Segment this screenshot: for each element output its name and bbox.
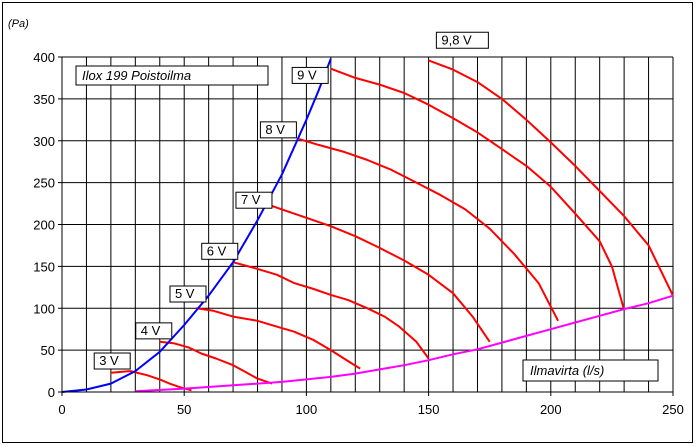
x-tick-label: 150 (418, 402, 440, 417)
curve-label-text: 4 V (141, 323, 161, 338)
curve-label-text: 5 V (175, 286, 195, 301)
series-line (428, 59, 674, 297)
curve-label: 9 V (291, 66, 329, 84)
x-tick-label: 0 (58, 402, 65, 417)
curve-label: 3 V (93, 352, 131, 370)
x-tick-label: 50 (177, 402, 191, 417)
x-tick-label: 200 (540, 402, 562, 417)
series-line (262, 201, 491, 343)
grid (61, 56, 674, 393)
series-line (61, 58, 332, 393)
curve-label: 8 V (259, 121, 297, 139)
series-line (330, 67, 626, 311)
series-line (196, 307, 361, 370)
y-tick-labels: 0 50 100 150 200 250 300 350 400 (33, 50, 62, 400)
curve-label-text: 7 V (241, 192, 261, 207)
chart-title: Ilox 199 Poistoilma (82, 68, 191, 83)
y-tick-label: 300 (33, 134, 55, 149)
chart-title-box: Ilox 199 Poistoilma (75, 65, 269, 86)
x-tick-labels: 0 50 100 150 200 250 (58, 392, 684, 417)
curve-label: 4 V (135, 322, 173, 340)
y-tick-label: 150 (33, 259, 55, 274)
y-tick-label: 350 (33, 92, 55, 107)
curve-label-text: 8 V (265, 122, 285, 137)
series-line (298, 138, 559, 322)
curve-label-text: 3 V (99, 353, 119, 368)
curve-label: 6 V (201, 242, 239, 260)
y-tick-label: 250 (33, 176, 55, 191)
curve-label: 9,8 V (435, 31, 489, 49)
y-tick-label: 50 (41, 343, 55, 358)
x-axis-label-box: Ilmavirta (l/s) (522, 359, 659, 382)
y-tick-label: 400 (33, 50, 55, 65)
series-line (110, 370, 192, 392)
x-tick-label: 100 (296, 402, 318, 417)
y-tick-label: 200 (33, 218, 55, 233)
y-tick-label: 0 (48, 385, 55, 400)
series-lines (61, 58, 674, 393)
series-line (159, 340, 273, 385)
curve-label: 5 V (169, 285, 207, 303)
curve-labels: 3 V 4 V 5 V 6 V 7 V 8 V 9 V 9,8 V (93, 31, 489, 370)
curve-label-text: 9 V (297, 67, 317, 82)
curve-label-text: 9,8 V (441, 32, 472, 47)
series-line (232, 261, 430, 360)
curve-label-text: 6 V (207, 243, 227, 258)
curve-label: 7 V (235, 191, 273, 209)
y-tick-label: 100 (33, 301, 55, 316)
x-axis-label: Ilmavirta (l/s) (530, 363, 604, 378)
y-unit-label: (Pa) (8, 18, 29, 30)
series-line (135, 294, 674, 393)
x-tick-label: 250 (662, 402, 684, 417)
